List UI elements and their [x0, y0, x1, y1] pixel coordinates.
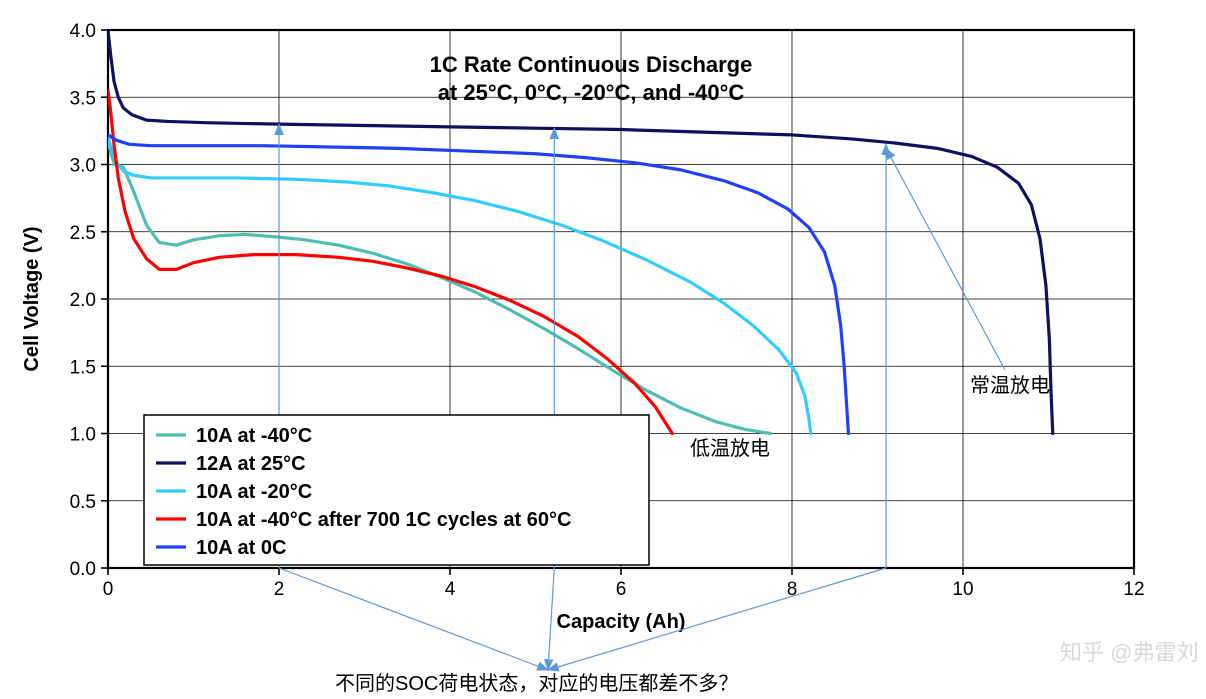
legend-label-2: 10A at -20°C: [196, 481, 312, 503]
legend-label-0: 10A at -40°C: [196, 425, 312, 447]
chart-title-line2: at 25°C, 0°C, -20°C, and -40°C: [438, 80, 745, 105]
legend-label-3: 10A at -40°C after 700 1C cycles at 60°C: [196, 509, 571, 531]
svg-text:4: 4: [445, 579, 456, 600]
svg-text:0.5: 0.5: [70, 492, 96, 513]
svg-text:0: 0: [103, 579, 114, 600]
watermark: 知乎 @弗雷刘: [1060, 640, 1198, 665]
svg-text:0.0: 0.0: [70, 559, 96, 580]
discharge-chart: 0.00.51.01.52.02.53.03.54.0024681012Capa…: [0, 0, 1206, 699]
legend-label-1: 12A at 25°C: [196, 453, 306, 475]
svg-text:10: 10: [952, 579, 973, 600]
legend-label-4: 10A at 0C: [196, 537, 286, 559]
annotation-low-temp: 低温放电: [690, 437, 770, 460]
svg-text:3.5: 3.5: [70, 88, 96, 109]
svg-text:3.0: 3.0: [70, 156, 96, 177]
svg-text:2.0: 2.0: [70, 290, 96, 311]
x-axis-label: Capacity (Ah): [557, 611, 686, 633]
svg-text:1.5: 1.5: [70, 357, 96, 378]
svg-text:12: 12: [1123, 579, 1144, 600]
y-axis-label: Cell Voltage (V): [21, 226, 43, 371]
guide-converge-1: [548, 568, 554, 670]
svg-text:4.0: 4.0: [70, 21, 96, 42]
svg-text:1.0: 1.0: [70, 425, 96, 446]
guide-converge-0: [279, 568, 548, 670]
svg-text:6: 6: [616, 579, 627, 600]
chart-title-line1: 1C Rate Continuous Discharge: [430, 52, 753, 77]
annotation-normal-temp: 常温放电: [970, 374, 1050, 397]
svg-text:2.5: 2.5: [70, 223, 96, 244]
chart-container: 0.00.51.01.52.02.53.03.54.0024681012Capa…: [0, 0, 1206, 699]
svg-text:2: 2: [274, 579, 285, 600]
annotation-question: 不同的SOC荷电状态，对应的电压都差不多？: [335, 672, 738, 695]
